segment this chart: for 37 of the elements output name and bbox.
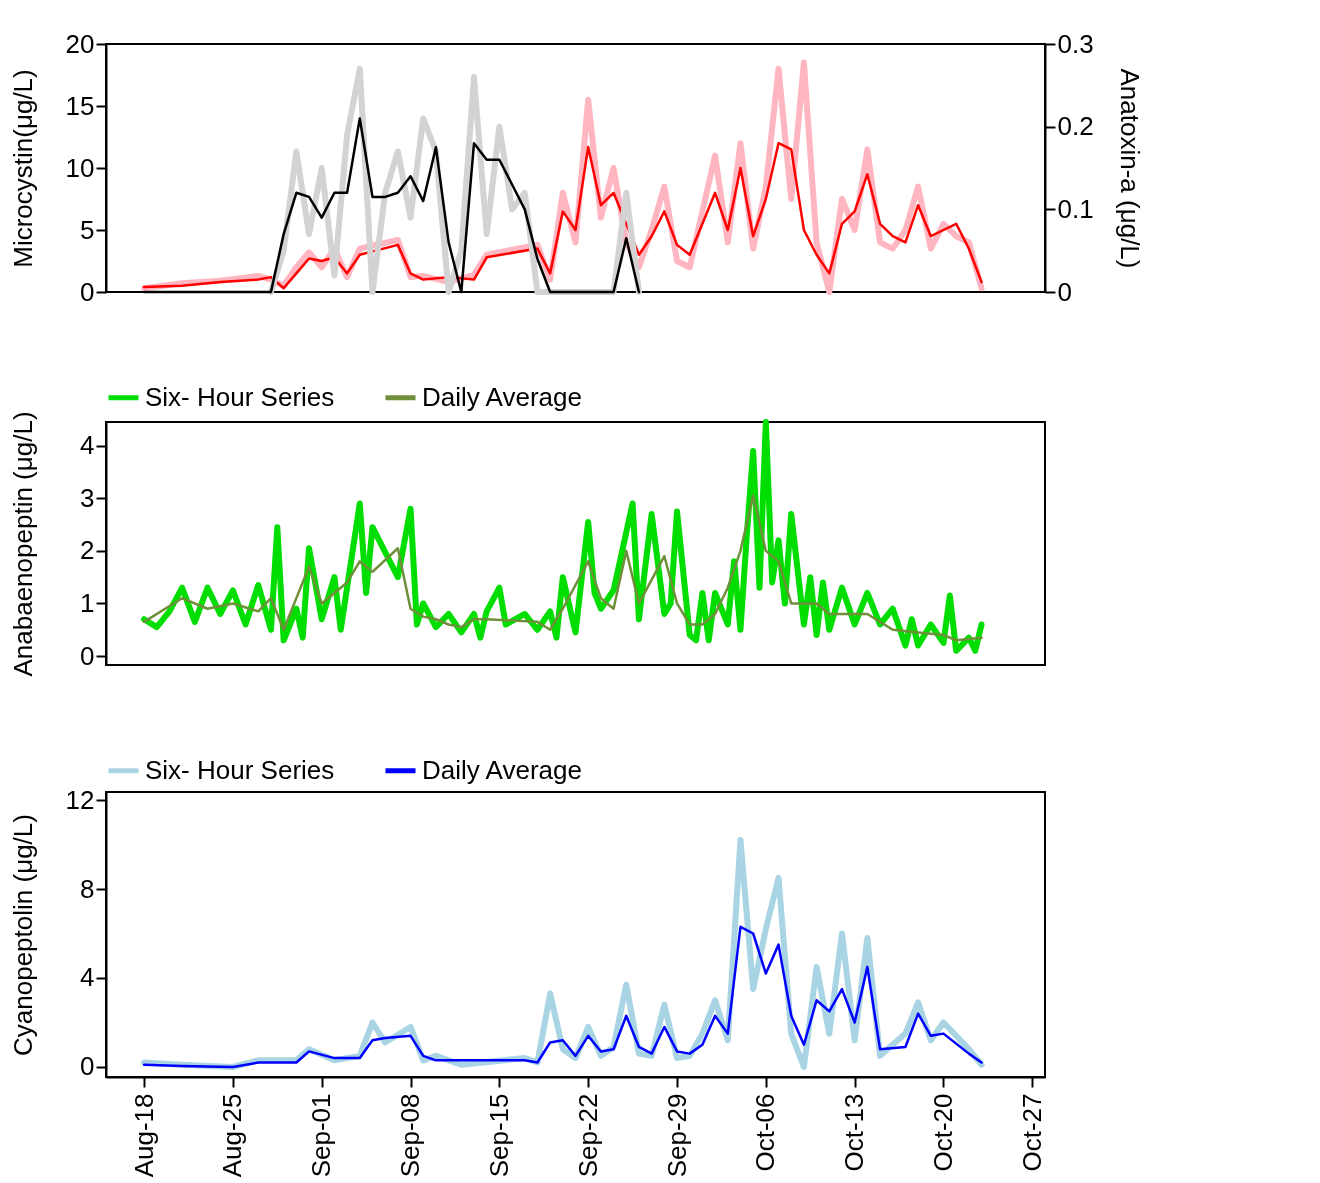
x-tick-label: Sep-15 [483,1093,514,1178]
y-tick-label: 8 [80,873,95,904]
y-tick-label: 0 [80,1051,95,1082]
y-axis-title: Microcystin(μg/L) [7,69,38,268]
x-tick-label: Oct-13 [839,1093,870,1172]
y2-tick-label: 0.1 [1057,193,1094,224]
y-tick-label: 15 [65,90,95,121]
y-tick-label: 0 [80,640,95,671]
legend-label: Daily Average [422,754,582,785]
y-tick-label: 3 [80,482,95,513]
legend-label: Daily Average [422,381,582,412]
x-tick-label: Sep-22 [572,1093,603,1178]
x-tick-label: Sep-29 [661,1093,692,1178]
y2-tick-label: 0.2 [1057,111,1094,142]
y2-axis-title: Anatoxin-a (μg/L) [1114,68,1145,269]
y-tick-label: 10 [65,152,95,183]
x-tick-label: Oct-06 [750,1093,781,1172]
y-tick-label: 5 [80,214,95,245]
x-tick-label: Sep-01 [306,1093,337,1178]
x-tick-label: Oct-27 [1016,1093,1047,1172]
x-tick-label: Oct-20 [927,1093,958,1172]
legend-label: Six- Hour Series [145,754,335,785]
y-tick-label: 2 [80,535,95,566]
x-tick-label: Sep-08 [395,1093,426,1178]
y-tick-label: 0 [80,276,95,307]
legend-label: Six- Hour Series [145,381,335,412]
y-axis-title: Cyanopeptolin (μg/L) [7,814,38,1056]
y-tick-label: 1 [80,587,95,618]
y-tick-label: 4 [80,430,95,461]
y-tick-label: 12 [65,784,95,815]
x-tick-label: Aug-18 [128,1093,159,1178]
y2-tick-label: 0.3 [1057,28,1094,59]
y-axis-title: Anabaenopeptin (μg/L) [7,411,38,677]
y2-tick-label: 0 [1057,276,1072,307]
x-tick-label: Aug-25 [217,1093,248,1178]
y-tick-label: 4 [80,962,95,993]
y-tick-label: 20 [65,28,95,59]
